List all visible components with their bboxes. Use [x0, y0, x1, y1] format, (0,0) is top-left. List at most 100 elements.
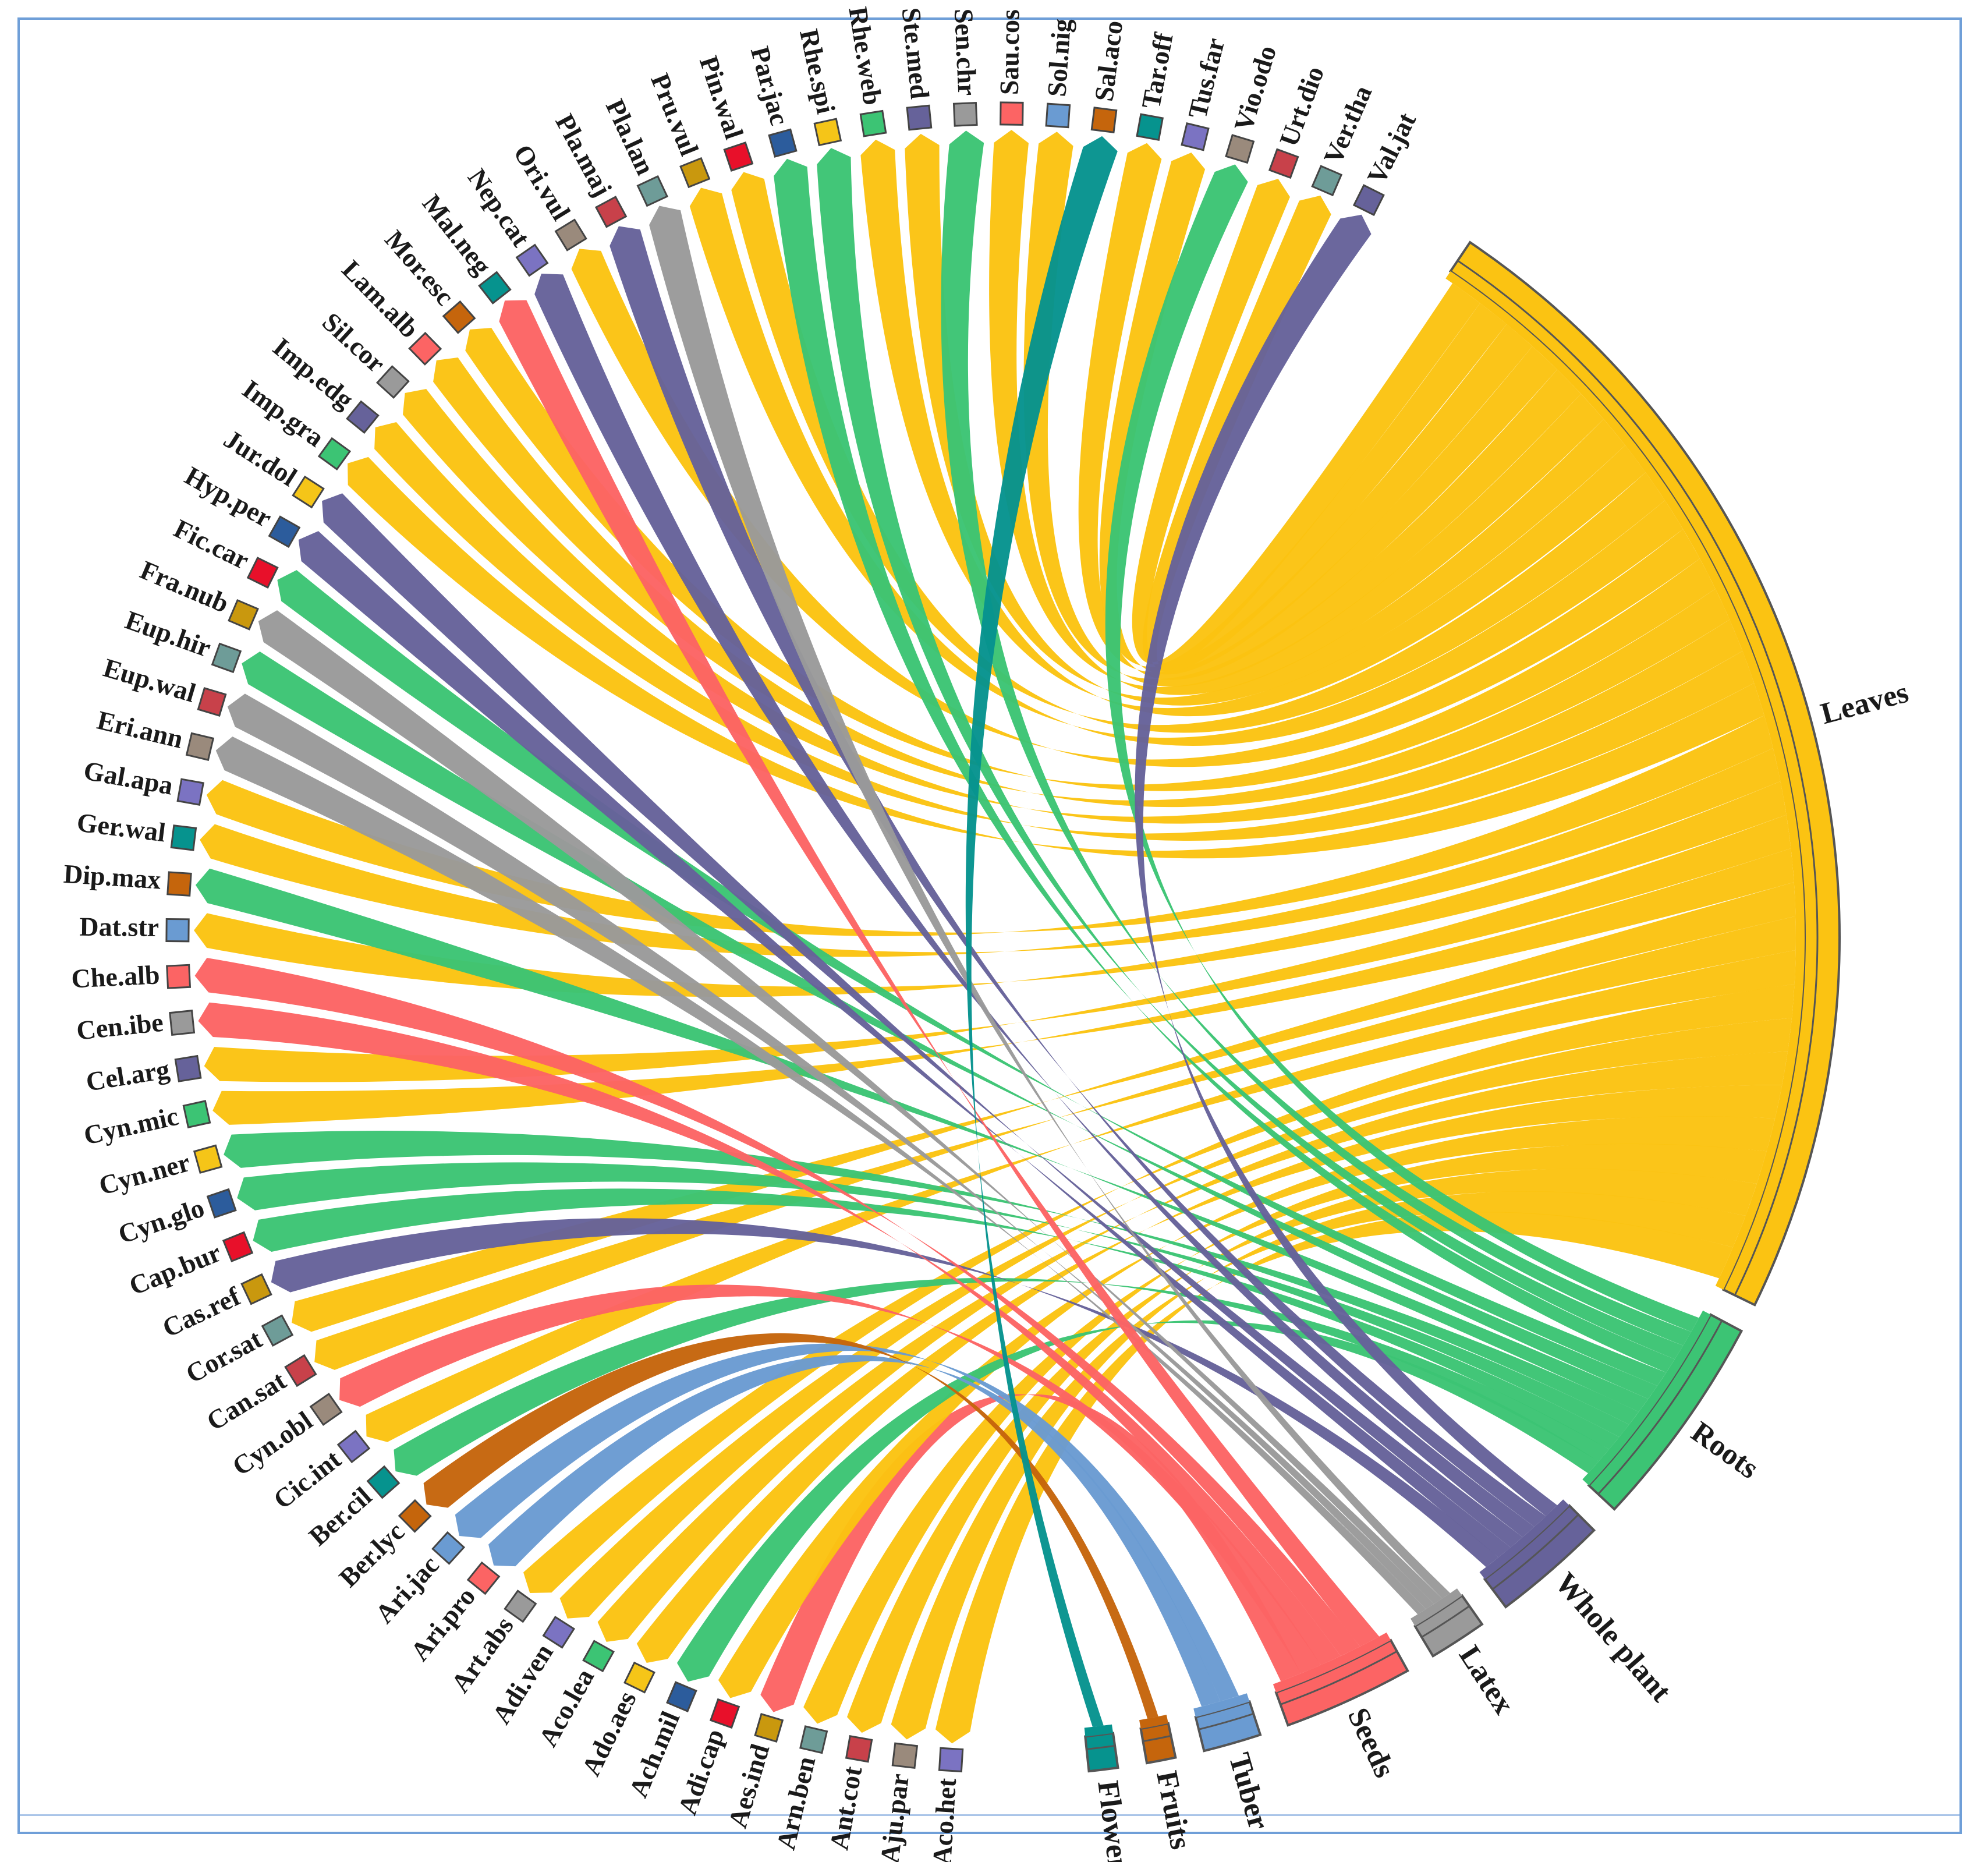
species-label-eup-hir: Eup.hir: [122, 605, 215, 663]
species-box-rhe-web: [859, 109, 887, 137]
ribbons-layer: [194, 130, 1796, 1744]
species-swatch: [176, 778, 205, 806]
target-base-roots: [1582, 1310, 1711, 1486]
species-label-cyn-mic: Cyn.mic: [81, 1101, 181, 1151]
ribbon-eup-wal: [227, 693, 1434, 1609]
ribbon-tar-off: [1078, 143, 1557, 680]
species-box-mal-neg: [478, 271, 512, 305]
target-base-fruits: [1139, 1715, 1168, 1729]
ribbon-can-sat: [314, 916, 1796, 1370]
species-label-gal-apa: Gal.apa: [81, 755, 175, 800]
species-swatch: [366, 1465, 401, 1499]
species-box-ver-tha: [1311, 165, 1343, 197]
ribbon-cyn-ner: [224, 1131, 1639, 1425]
ribbon-cas-ref: [271, 1218, 1499, 1567]
target-base-whole-plant: [1479, 1499, 1569, 1580]
species-swatch: [594, 196, 628, 228]
species-swatch: [261, 1314, 294, 1347]
species-label-ant-cot: Ant.cot: [824, 1764, 867, 1852]
species-swatch: [206, 1188, 237, 1219]
species-box-par-jac: [768, 128, 798, 158]
target-label-leaves: Leaves: [1817, 676, 1912, 731]
species-swatch: [166, 871, 192, 897]
species-swatch: [169, 1010, 196, 1036]
species-swatch: [1311, 165, 1343, 197]
species-box-rhe-spi: [813, 118, 842, 147]
species-swatch: [582, 1640, 615, 1673]
species-boxes-layer: [165, 101, 1385, 1773]
species-swatch: [636, 175, 669, 207]
ribbon-cor-sat: [292, 882, 1796, 1332]
target-base-flowers: [1084, 1724, 1114, 1737]
species-box-cen-ibe: [169, 1010, 196, 1036]
ribbon-tus-far: [1099, 152, 1533, 675]
species-swatch: [1136, 113, 1164, 141]
species-box-can-sat: [284, 1354, 317, 1387]
species-label-vio-odo: Vio.odo: [1228, 42, 1282, 134]
species-label-rhe-web: Rhe.web: [843, 5, 888, 107]
species-label-cyn-ner: Cyn.ner: [95, 1147, 193, 1201]
species-label-dip-max: Dip.max: [63, 859, 162, 895]
target-label-latex: Latex: [1452, 1640, 1521, 1720]
species-box-pru-vul: [679, 157, 711, 189]
species-label-ach-mil: Ach.mil: [623, 1707, 685, 1801]
ribbon-cyn-mic: [212, 848, 1794, 1125]
target-arc-band-roots: [1597, 1319, 1743, 1511]
target-label-seeds: Seeds: [1341, 1703, 1401, 1783]
species-swatch: [754, 1713, 784, 1743]
species-swatch: [284, 1354, 317, 1387]
target-arc-band-seeds: [1279, 1650, 1409, 1727]
species-box-lam-alb: [408, 331, 442, 366]
species-box-aco-het: [938, 1747, 964, 1773]
species-swatch: [1352, 184, 1385, 217]
species-swatch: [346, 400, 380, 434]
ribbon-fra-nub: [258, 610, 1443, 1604]
ribbon-cic-int: [366, 950, 1796, 1442]
target-base-latex: [1411, 1588, 1462, 1626]
species-swatch: [398, 1499, 432, 1533]
ribbon-ber-cil: [394, 1277, 1610, 1476]
species-swatch: [845, 1735, 873, 1763]
species-box-ari-jac: [431, 1531, 466, 1565]
target-label-tuber: Tuber: [1222, 1749, 1275, 1833]
ribbon-ver-tha: [1142, 195, 1480, 670]
species-box-sal-aco: [1090, 107, 1118, 133]
species-swatch: [1000, 101, 1024, 126]
species-swatch: [166, 964, 192, 989]
species-box-ado-aes: [623, 1661, 655, 1694]
species-box-eup-hir: [211, 642, 242, 674]
species-swatch: [292, 475, 325, 509]
species-box-aju-par: [891, 1742, 919, 1769]
species-box-eup-wal: [197, 686, 227, 717]
species-box-eri-ann: [185, 732, 215, 762]
ribbon-ado-aes: [636, 1085, 1783, 1663]
target-arc-flowers: [1084, 1732, 1119, 1773]
species-swatch: [799, 1725, 828, 1754]
species-box-imp-gra: [317, 437, 352, 471]
species-box-nep-cat: [515, 243, 549, 277]
species-swatch: [666, 1681, 697, 1712]
species-label-cen-ibe: Cen.ibe: [75, 1007, 165, 1046]
species-box-cyn-obl: [309, 1392, 343, 1426]
target-arc-band-latex: [1420, 1605, 1484, 1658]
species-box-cyn-glo: [206, 1188, 237, 1219]
species-swatch: [813, 118, 842, 147]
species-box-sen-chr: [952, 101, 978, 127]
ribbon-dip-max: [195, 868, 1649, 1412]
species-swatch: [246, 557, 279, 589]
species-swatch: [723, 141, 754, 172]
species-box-tar-off: [1136, 113, 1164, 141]
species-label-sau-cos: Sau.cos: [994, 9, 1025, 95]
species-box-cor-sat: [261, 1314, 294, 1347]
species-label-ger-wal: Ger.wal: [75, 807, 167, 847]
species-box-dip-max: [166, 871, 192, 897]
species-swatch: [193, 1144, 223, 1174]
species-box-jur-dol: [292, 475, 325, 509]
ribbon-cyn-glo: [237, 1162, 1629, 1438]
species-box-ste-med: [906, 104, 933, 131]
species-label-urt-dio: Urt.dio: [1274, 62, 1330, 150]
species-label-tus-far: Tus.far: [1182, 35, 1231, 121]
ribbon-mal-neg: [499, 300, 1380, 1647]
species-box-adi-ven: [542, 1616, 576, 1649]
species-label-arn-ben: Arn.ben: [771, 1754, 821, 1853]
